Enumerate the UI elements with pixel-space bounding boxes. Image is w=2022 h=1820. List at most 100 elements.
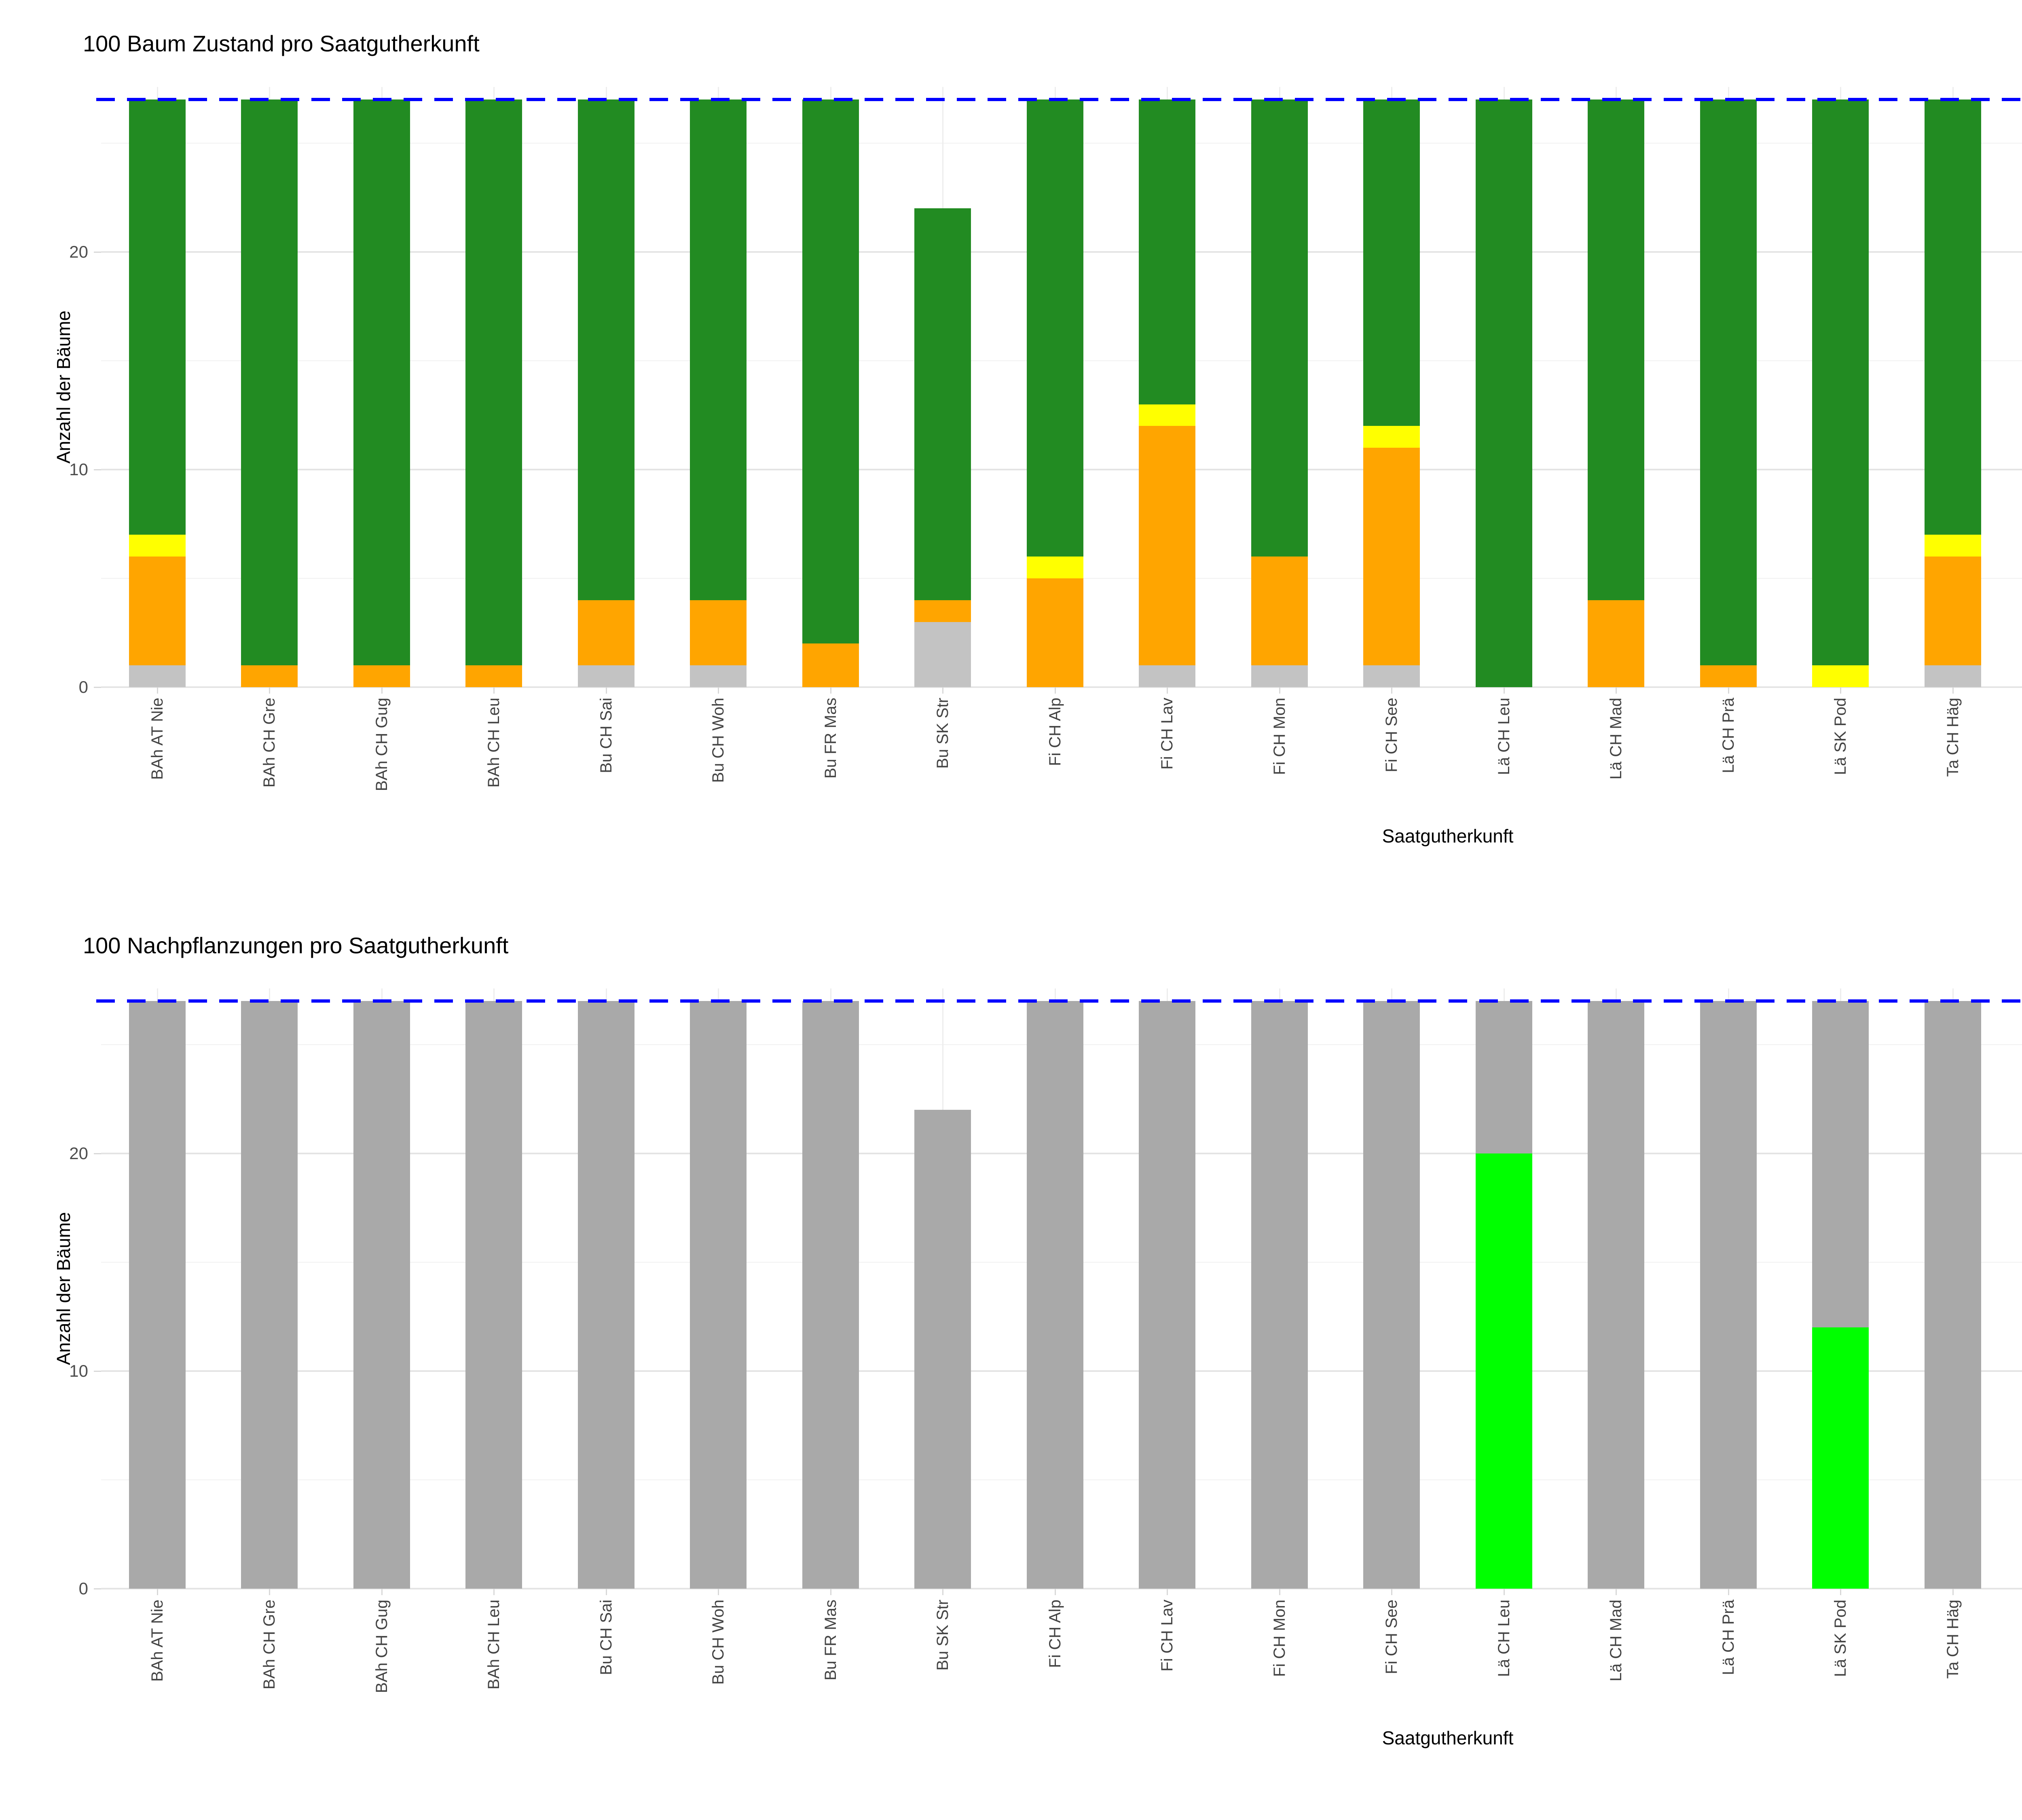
x-tick-label: Fi CH See (1383, 1600, 1400, 1674)
bar-bu-ch-sai (578, 988, 635, 1589)
bar-l-ch-leu (1476, 87, 1532, 687)
bar-bu-ch-sai (578, 87, 635, 687)
bar-l-ch-mad (1588, 87, 1644, 687)
x-tick-label: Fi CH Mon (1271, 1600, 1288, 1677)
bar-bu-fr-mas (802, 87, 859, 687)
y-tick-label: 0 (78, 1579, 88, 1598)
bar-bah-ch-gug (353, 988, 410, 1589)
x-tick-label: Lä CH Prä (1720, 1600, 1737, 1675)
bar-segment (1363, 665, 1420, 687)
x-tick-label: Fi CH Alp (1046, 1600, 1064, 1668)
y-tick-mark (94, 469, 101, 470)
bar-segment (1027, 99, 1083, 557)
x-tick-mark (1840, 1589, 1841, 1595)
x-tick-label: Fi CH Mon (1271, 698, 1288, 775)
bar-segment (802, 643, 859, 687)
x-tick-mark (1167, 687, 1168, 694)
x-tick-mark (1616, 687, 1617, 694)
bar-segment (1812, 665, 1869, 687)
x-tick-label: Lä CH Prä (1720, 698, 1737, 773)
bar-segment (690, 665, 747, 687)
x-tick-label: Bu SK Str (934, 698, 952, 769)
x-tick-mark (718, 687, 719, 694)
bar-segment (353, 99, 410, 666)
x-axis-title: Saatgutherkunft (1382, 1727, 1514, 1748)
x-tick-mark (830, 1589, 831, 1595)
x-tick-mark (1279, 687, 1280, 694)
x-tick-mark (493, 687, 495, 694)
y-tick-label: 10 (69, 1361, 88, 1380)
bar-segment (1363, 426, 1420, 448)
bar-segment (1139, 426, 1195, 666)
x-tick-label: Lä SK Pod (1832, 698, 1849, 775)
bar-fi-ch-alp (1027, 988, 1083, 1589)
y-axis-title: Anzahl der Bäume (53, 1212, 74, 1365)
bar-segment (129, 665, 186, 687)
bar-segment (465, 1001, 522, 1589)
x-tick-mark (157, 687, 158, 694)
x-tick-label: Lä CH Leu (1495, 698, 1513, 775)
x-tick-mark (942, 687, 943, 694)
x-tick-mark (830, 687, 831, 694)
y-tick-mark (94, 252, 101, 253)
x-tick-mark (1279, 1589, 1280, 1595)
x-tick-label: Lä CH Leu (1495, 1600, 1513, 1677)
bar-segment (1925, 557, 1981, 666)
bar-segment (465, 665, 522, 687)
x-tick-mark (1728, 687, 1729, 694)
bar-segment (1700, 665, 1757, 687)
x-tick-mark (1391, 687, 1392, 694)
y-tick-mark (94, 1371, 101, 1372)
bar-segment (1925, 535, 1981, 557)
x-tick-mark (157, 1589, 158, 1595)
x-tick-label: Bu CH Sai (597, 698, 615, 773)
bar-segment (802, 1001, 859, 1589)
x-tick-label: Ta CH Häg (1944, 698, 1962, 777)
bar-segment (1700, 99, 1757, 666)
bar-segment (129, 99, 186, 535)
x-tick-mark (269, 1589, 270, 1595)
x-tick-mark (1391, 1589, 1392, 1595)
bar-segment (1363, 448, 1420, 666)
bar-bah-at-nie (129, 988, 186, 1589)
x-tick-label: BAh AT Nie (148, 1600, 166, 1682)
x-tick-mark (1167, 1589, 1168, 1595)
bar-segment (353, 665, 410, 687)
bar-l-ch-pr- (1700, 988, 1757, 1589)
bar-bah-ch-gre (241, 988, 298, 1589)
bar-l-sk-pod (1812, 988, 1869, 1589)
x-tick-label: Bu SK Str (934, 1600, 952, 1671)
x-tick-mark (1952, 1589, 1954, 1595)
bar-segment (129, 557, 186, 666)
x-tick-label: Lä CH Mad (1607, 698, 1625, 780)
x-tick-label: Bu FR Mas (822, 698, 840, 779)
bar-segment (1139, 1001, 1195, 1589)
bar-segment (1027, 578, 1083, 687)
bar-segment (1925, 99, 1981, 535)
bar-segment (1027, 1001, 1083, 1589)
y-tick-mark (94, 1153, 101, 1154)
x-tick-mark (606, 687, 607, 694)
bar-l-ch-mad (1588, 988, 1644, 1589)
bar-bah-ch-gre (241, 87, 298, 687)
y-tick-label: 10 (69, 460, 88, 479)
x-tick-mark (718, 1589, 719, 1595)
reference-line (96, 98, 2022, 102)
x-tick-label: BAh CH Gre (260, 1600, 278, 1690)
bar-segment (578, 665, 635, 687)
bar-segment (353, 1001, 410, 1589)
x-axis-title: Saatgutherkunft (1382, 825, 1514, 847)
x-tick-mark (1616, 1589, 1617, 1595)
reference-line (96, 999, 2022, 1003)
bar-segment (1588, 1001, 1644, 1589)
bar-bu-ch-woh (690, 988, 747, 1589)
bar-segment (690, 600, 747, 666)
bar-bu-sk-str (914, 87, 971, 687)
bar-segment (465, 99, 522, 666)
chart-title: 100 Baum Zustand pro Saatgutherkunft (83, 31, 480, 56)
bar-bu-ch-woh (690, 87, 747, 687)
bar-segment (1925, 665, 1981, 687)
x-tick-mark (1728, 1589, 1729, 1595)
bar-segment (1251, 99, 1308, 557)
